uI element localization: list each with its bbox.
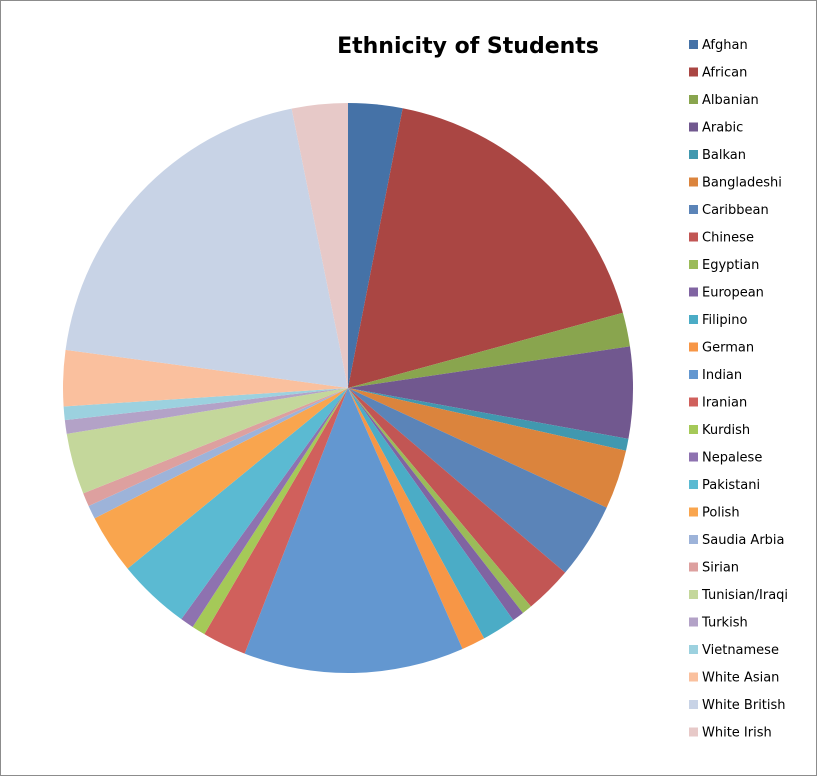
legend-swatch [689,95,698,104]
legend-swatch [689,40,698,49]
legend-swatch [689,260,698,269]
pie-slice-white-asian [63,349,348,407]
legend-label: Chinese [702,231,754,246]
legend-label: Caribbean [702,203,769,218]
legend-swatch [689,342,698,352]
pie-slice-afghan [348,103,403,388]
legend-swatch [689,397,698,407]
pie-slice-saudia-arbia [88,388,348,519]
legend-label: Afghan [702,38,748,53]
legend-swatch [689,232,698,242]
legend-swatch [689,370,698,379]
pie-slice-filipino [348,388,514,639]
pie-slice-caribbean [348,388,607,573]
legend-label: Indian [702,368,742,383]
legend-swatch [689,150,698,159]
legend-label: Bangladeshi [702,176,782,191]
pie-slice-pakistani [127,388,348,620]
legend: Afghan African Albanian Arabic Balkan Banglad… [689,38,788,741]
legend-swatch [689,177,698,187]
legend-swatch [689,452,698,462]
legend-swatch [689,425,698,434]
legend-swatch [689,727,698,737]
pie-slice-egyptian [348,388,531,613]
legend-swatch [689,287,698,297]
pie-slice-nepalese [181,388,348,627]
legend-label: Tunisian/Iraqi [701,588,788,603]
pie-slice-polish [94,388,348,569]
pie-slice-arabic [348,346,633,439]
legend-label: Pakistani [702,478,760,493]
legend-label: Filipino [702,313,747,328]
legend-swatch [689,562,698,572]
legend-label: Sirian [702,561,739,576]
legend-label: Arabic [702,121,743,136]
legend-label: Saudia Arbia [702,533,785,548]
legend-swatch [689,700,698,709]
pie-slices [63,103,633,674]
legend-swatch [689,122,698,132]
pie-slice-indian [244,388,463,674]
legend-label: Balkan [702,148,746,163]
legend-swatch [689,535,698,544]
pie-slice-german [348,388,485,649]
legend-swatch [689,590,698,599]
legend-label: Egyptian [702,258,759,273]
legend-swatch [689,645,698,654]
legend-label: Kurdish [702,423,750,438]
legend-label: Iranian [702,396,747,411]
legend-label: White Asian [702,671,779,686]
legend-label: German [702,341,754,356]
legend-swatch [689,67,698,77]
legend-label: White Irish [702,726,772,741]
pie-slice-tunisian-iraqi [66,388,349,494]
legend-swatch [689,507,698,517]
legend-swatch [689,617,698,627]
pie-slice-sirian [83,388,348,507]
legend-label: White British [702,698,786,713]
pie-slice-turkish [64,388,348,434]
legend-label: Nepalese [702,451,762,466]
legend-label: European [702,286,764,301]
pie-slice-vietnamese [63,388,348,421]
legend-swatch [689,480,698,489]
pie-slice-bangladeshi [348,388,627,508]
pie-slice-chinese [348,388,566,607]
legend-label: Polish [702,506,740,521]
legend-swatch [689,672,698,682]
legend-swatch [689,205,698,214]
pie-slice-european [348,388,523,621]
chart-title: Ethnicity of Students [337,34,599,59]
pie-slice-white-british [65,108,348,388]
pie-slice-kurdish [192,388,348,635]
pie-slice-african [348,108,623,389]
pie-slice-iranian [204,388,348,654]
pie-slice-albanian [348,312,630,388]
legend-swatch [689,315,698,324]
legend-label: Albanian [702,93,759,108]
pie-slice-white-irish [291,103,348,388]
legend-label: African [702,66,747,81]
pie-slice-balkan [348,388,629,451]
legend-label: Vietnamese [702,643,779,658]
legend-label: Turkish [701,616,748,631]
